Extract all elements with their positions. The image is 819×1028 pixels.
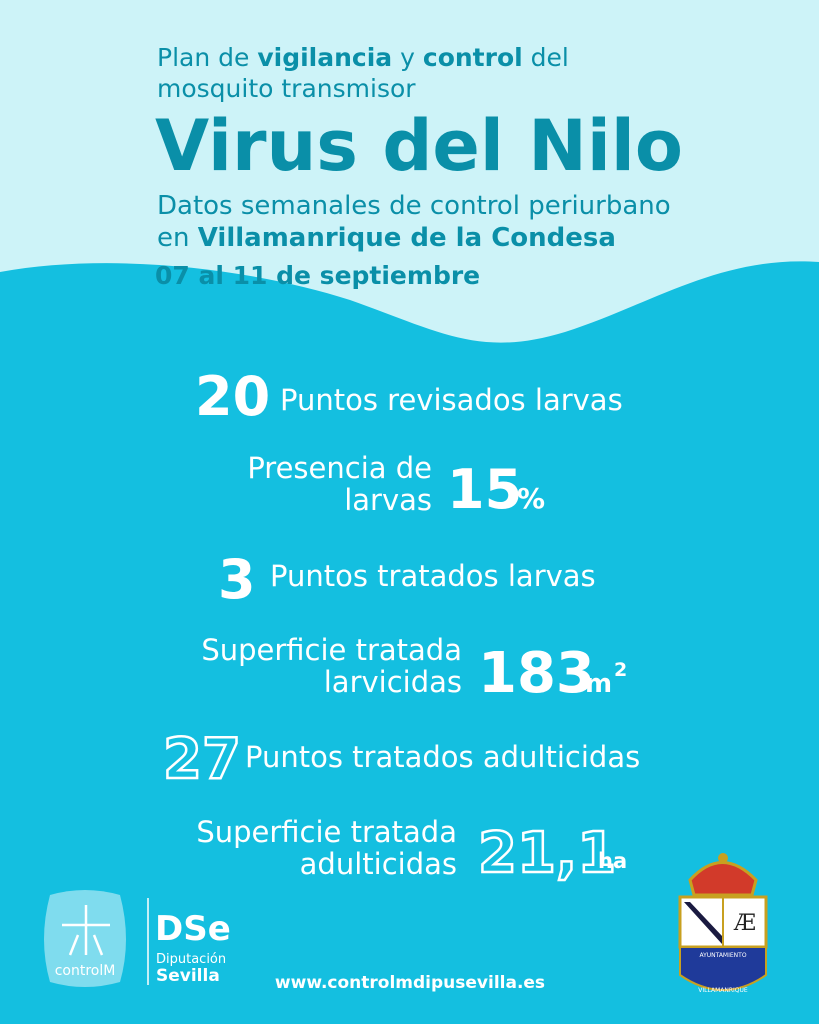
title: Virus del Nilo bbox=[155, 105, 683, 187]
stat-unit-power: 2 bbox=[614, 659, 627, 681]
intro: Plan de vigilancia y control del bbox=[157, 43, 569, 72]
stat-value: 183 bbox=[478, 641, 595, 706]
sevilla: Sevilla bbox=[156, 966, 220, 986]
intro-part: Plan de bbox=[157, 43, 257, 72]
wave-background bbox=[0, 261, 819, 1024]
stat-value-outline: 21,1 bbox=[478, 821, 616, 886]
stat-label: Presencia de bbox=[247, 451, 432, 485]
intro-bold: vigilancia bbox=[257, 43, 392, 72]
intro-bold: control bbox=[423, 43, 523, 72]
stat-value: 20 bbox=[195, 365, 270, 428]
stat-value: 15 bbox=[447, 458, 522, 521]
intro-line: mosquito transmisor bbox=[157, 74, 416, 103]
stat-label: Puntos tratados larvas bbox=[270, 559, 596, 593]
mosquito-icon bbox=[62, 905, 110, 956]
date: 07 al 11 de septiembre bbox=[155, 261, 480, 290]
stat-label: Superficie tratada bbox=[196, 815, 457, 849]
stat-value: 3 bbox=[218, 548, 256, 611]
stat-label: adulticidas bbox=[300, 847, 457, 881]
subtitle-part: en bbox=[157, 223, 198, 253]
subtitle-line: en Villamanrique de la Condesa bbox=[157, 223, 616, 253]
url: www.controlmdipusevilla.es bbox=[275, 973, 545, 993]
dse-logo: DSe bbox=[155, 909, 231, 949]
stat-unit: ha bbox=[598, 849, 627, 873]
intro-part: y bbox=[392, 43, 423, 72]
stat-value-outline: 27 bbox=[163, 727, 241, 792]
coat-text: AYUNTAMIENTO bbox=[699, 952, 746, 959]
stat-label: larvas bbox=[344, 483, 432, 517]
stat-label: larvicidas bbox=[324, 665, 462, 699]
stat-unit: m bbox=[585, 669, 612, 699]
stat-label: Puntos revisados larvas bbox=[280, 383, 623, 417]
stat-unit: % bbox=[517, 482, 545, 515]
stat-label: Puntos tratados adulticidas bbox=[245, 740, 640, 774]
coat-of-arms bbox=[678, 853, 768, 991]
stat-label: Superficie tratada bbox=[201, 633, 462, 667]
coat-letters: Æ bbox=[733, 911, 756, 936]
controlm-text: controlM bbox=[55, 963, 116, 979]
coat-text: VILLAMANRIQUE bbox=[698, 987, 748, 994]
subtitle: Datos semanales de control periurbano bbox=[157, 191, 671, 221]
diputacion: Diputación bbox=[156, 952, 226, 967]
intro-part: del bbox=[523, 43, 569, 72]
town: Villamanrique de la Condesa bbox=[198, 223, 616, 253]
